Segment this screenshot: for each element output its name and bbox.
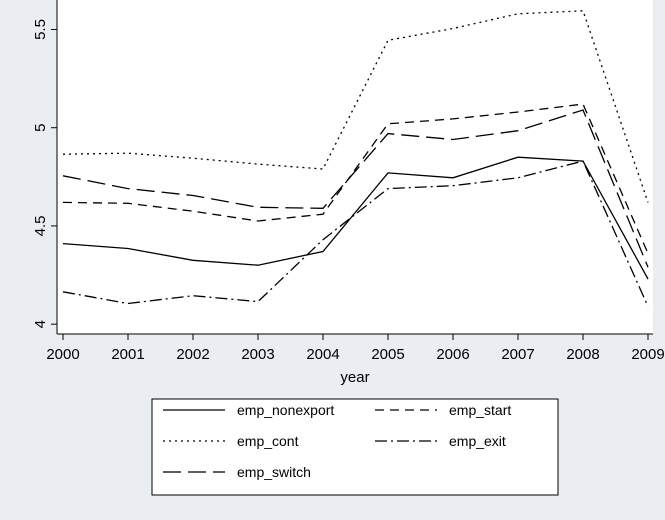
x-tick-label: 2002 [176, 346, 209, 363]
series-lines [62, 10, 649, 307]
x-tick-label: 2001 [111, 346, 144, 363]
axes: 4 4.5 5 5.5 2000 2001 2002 2003 2004 2005 2006 2007… [32, 0, 665, 363]
y-tick-label: 5.5 [32, 19, 49, 40]
y-tick-label: 4 [32, 320, 49, 328]
x-tick-label: 2004 [306, 346, 339, 363]
series-line-emp-start [62, 103, 649, 254]
series-line-emp-cont [62, 10, 649, 203]
legend-box [151, 398, 559, 496]
x-tick-label: 2000 [46, 346, 79, 363]
legend: emp_nonexport emp_start emp_cont emp_exitem… [151, 398, 559, 496]
x-axis-title: year [340, 369, 369, 386]
x-tick-label: 2008 [566, 346, 599, 363]
series-line-emp-exit [62, 160, 649, 307]
series-line-emp-switch [62, 109, 649, 268]
legend-label: emp_nonexport [237, 402, 334, 418]
legend-label: emp_start [449, 402, 511, 418]
y-tick-label: 4.5 [32, 216, 49, 237]
legend-label: emp_cont [237, 433, 299, 449]
x-tick-label: 2003 [241, 346, 274, 363]
y-tick-label: 5 [32, 124, 49, 132]
x-tick-label: 2009 [631, 346, 664, 363]
legend-label: emp_exit [449, 433, 506, 449]
series-line-emp-nonexport [62, 156, 649, 280]
legend-label: emp_switch [237, 464, 311, 480]
x-tick-label: 2006 [436, 346, 469, 363]
x-tick-label: 2007 [501, 346, 534, 363]
plot-area [57, 0, 653, 334]
x-tick-label: 2005 [371, 346, 404, 363]
